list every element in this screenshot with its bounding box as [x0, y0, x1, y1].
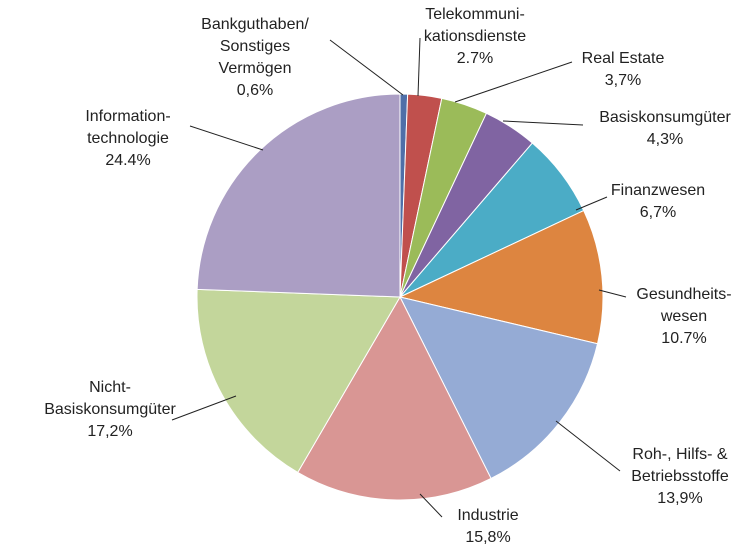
leader-line — [454, 61, 573, 103]
category-name: Real Estate — [581, 50, 665, 67]
slice-label: Real Estate 3,7% — [582, 48, 665, 92]
value-label: 6,7% — [639, 204, 677, 221]
leader-line — [598, 289, 627, 298]
leader-line — [171, 395, 237, 421]
value-label: 15,8% — [465, 529, 511, 546]
slice-label: Gesundheits- wesen 10.7% — [636, 284, 731, 350]
slice-label: Roh-, Hilfs- & Betriebsstoffe 13,9% — [631, 444, 729, 510]
slice-label: Basiskonsumgüter 4,3% — [599, 107, 731, 151]
slice-label: Bankguthaben/ Sonstiges Vermögen 0,6% — [201, 14, 309, 102]
leader-line — [555, 420, 621, 472]
pie-slice — [196, 93, 401, 298]
pie-slice — [196, 288, 401, 474]
leader-line — [419, 493, 443, 518]
leader-line — [189, 125, 264, 151]
value-label: 10.7% — [661, 330, 707, 347]
slice-label: Finanzwesen 6,7% — [611, 180, 705, 224]
value-label: 13,9% — [657, 490, 703, 507]
slice-label: Telekommuni- kationsdienste 2.7% — [424, 4, 526, 70]
leader-line — [329, 39, 404, 96]
leader-line — [502, 120, 584, 126]
leader-line — [417, 37, 421, 97]
value-label: 3,7% — [604, 72, 642, 89]
category-name: Nicht- Basiskonsumgüter — [44, 379, 176, 418]
category-name: Industrie — [457, 507, 519, 524]
slice-label: Nicht- Basiskonsumgüter 17,2% — [44, 377, 176, 443]
category-name: Basiskonsumgüter — [599, 109, 731, 126]
value-label: 2.7% — [456, 50, 494, 67]
value-label: 4,3% — [646, 131, 684, 148]
value-label: 24.4% — [105, 152, 151, 169]
pie-slice — [297, 295, 492, 501]
slice-label: Industrie 15,8% — [457, 505, 518, 549]
leader-line — [575, 196, 608, 211]
category-name: Bankguthaben/ Sonstiges Vermögen — [201, 16, 309, 77]
category-name: Finanzwesen — [610, 182, 706, 199]
value-label: 0,6% — [236, 82, 274, 99]
value-label: 17,2% — [87, 423, 133, 440]
slice-label: Information- technologie 24.4% — [85, 106, 170, 172]
category-name: Telekommuni- kationsdienste — [423, 6, 527, 45]
category-name: Information- technologie — [85, 108, 171, 147]
category-name: Roh-, Hilfs- & Betriebsstoffe — [631, 446, 729, 485]
category-name: Gesundheits- wesen — [636, 286, 732, 325]
pie-slice — [398, 209, 604, 345]
